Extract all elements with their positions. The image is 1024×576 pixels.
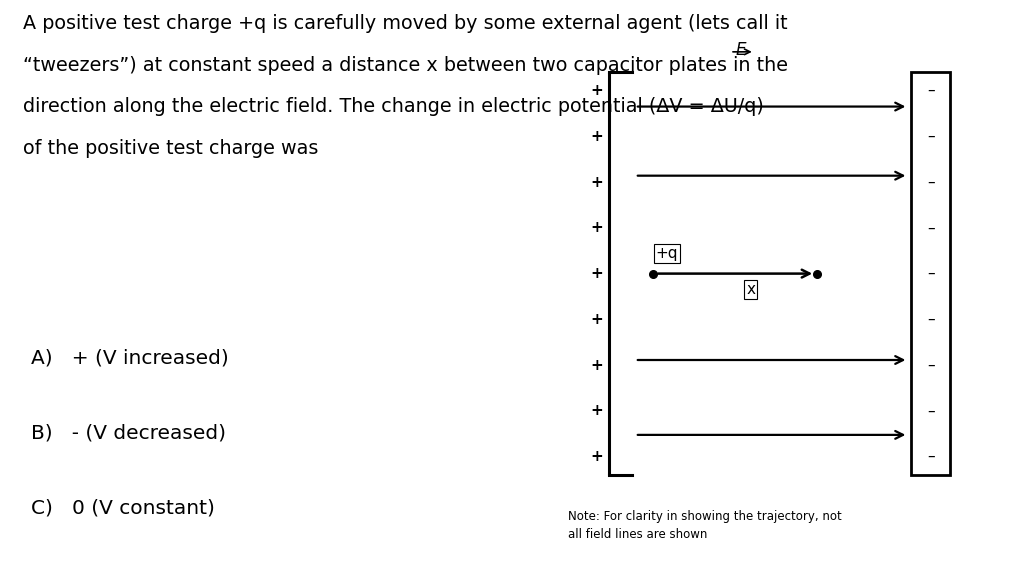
- Text: +q: +q: [655, 246, 678, 261]
- Text: +: +: [591, 449, 603, 464]
- Text: A positive test charge +q is carefully moved by some external agent (lets call i: A positive test charge +q is carefully m…: [23, 14, 787, 33]
- Text: –: –: [927, 312, 935, 327]
- Bar: [911, 72, 950, 475]
- Text: of the positive test charge was: of the positive test charge was: [23, 139, 317, 158]
- Text: +: +: [591, 175, 603, 190]
- Text: +: +: [591, 83, 603, 98]
- Text: A)   + (V increased): A) + (V increased): [31, 348, 228, 367]
- Text: C)   0 (V constant): C) 0 (V constant): [31, 498, 215, 517]
- Text: –: –: [927, 83, 935, 98]
- Text: –: –: [927, 128, 935, 144]
- Text: +: +: [591, 128, 603, 144]
- Text: +: +: [591, 266, 603, 281]
- Text: +: +: [591, 220, 603, 236]
- Text: –: –: [927, 220, 935, 236]
- Text: direction along the electric field. The change in electric potential (ΔV = ΔU/q): direction along the electric field. The …: [23, 97, 764, 116]
- Text: –: –: [927, 403, 935, 419]
- Text: –: –: [927, 449, 935, 464]
- Text: +: +: [591, 358, 603, 373]
- Text: “tweezers”) at constant speed a distance x between two capacitor plates in the: “tweezers”) at constant speed a distance…: [23, 56, 787, 75]
- Text: x: x: [746, 282, 755, 297]
- Text: +: +: [591, 403, 603, 419]
- Text: –: –: [927, 358, 935, 373]
- Text: +: +: [591, 312, 603, 327]
- Text: Note: For clarity in showing the trajectory, not
all field lines are shown: Note: For clarity in showing the traject…: [568, 510, 842, 541]
- Text: E: E: [735, 41, 745, 59]
- Text: –: –: [927, 175, 935, 190]
- Text: –: –: [927, 266, 935, 281]
- Text: B)   - (V decreased): B) - (V decreased): [31, 423, 225, 442]
